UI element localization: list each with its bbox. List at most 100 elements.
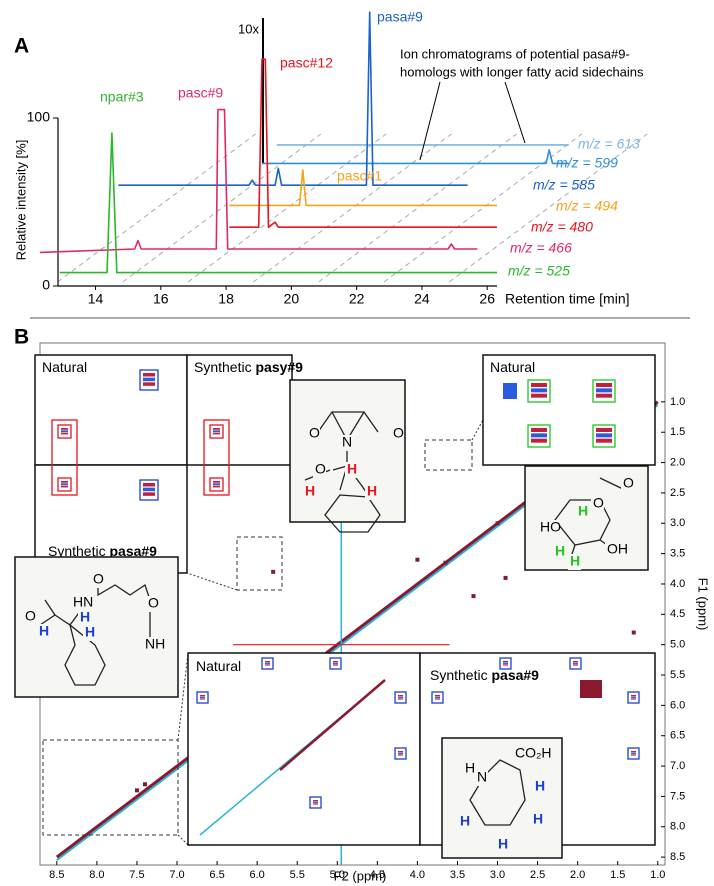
peak-cluster (143, 382, 155, 386)
chromatogram-line (39, 108, 478, 254)
peak-box (57, 424, 72, 439)
zoom-connector (177, 652, 189, 741)
peak-cluster (313, 803, 318, 805)
y-tick-label: 8.0 (670, 821, 685, 833)
peak-cluster (573, 662, 578, 664)
cross-peak (443, 560, 448, 565)
peak-cluster (503, 383, 517, 399)
y-tick-label: 1.0 (670, 396, 685, 408)
x-tick-label: 26 (479, 291, 495, 307)
annotation: homologs with longer fatty acid sidechai… (400, 64, 644, 79)
atom-background (78, 610, 91, 626)
peak-cluster (143, 483, 155, 487)
x-tick-label: 6.0 (249, 869, 264, 881)
y-tick-label: 100 (27, 109, 51, 125)
peak-cluster (531, 433, 547, 438)
inset-label: Synthetic pasa#9 (430, 667, 539, 683)
series-label: m/z = 480 (531, 219, 593, 235)
chromatogram-line (229, 169, 497, 207)
peak-box (592, 379, 616, 403)
peak-cluster (143, 487, 155, 492)
peak-cluster (200, 698, 205, 700)
atom-background (553, 544, 566, 560)
inset-label: Natural (490, 359, 535, 375)
peak-cluster (213, 481, 220, 483)
peak-cluster (596, 433, 612, 438)
x-tick-label: 8.5 (49, 869, 64, 881)
peak-box (139, 479, 159, 501)
atom-label: O (93, 571, 104, 587)
peak-cluster (61, 432, 68, 435)
inset-frame (482, 354, 656, 466)
atom-label: H (533, 811, 543, 827)
peak-label: pasc#12 (280, 55, 333, 71)
x-tick-label: 2.5 (530, 869, 545, 881)
y-tick-label: 4.0 (670, 578, 685, 590)
peak-box (592, 424, 616, 448)
peak-cluster (631, 695, 636, 697)
peak-cluster (265, 664, 270, 666)
peak-cluster (531, 438, 547, 443)
zoom-region (42, 739, 179, 836)
atom-background (458, 814, 471, 830)
y-tick-label: 3.0 (670, 517, 685, 529)
y-tick-label: 8.5 (670, 851, 685, 863)
peak-cluster (503, 661, 508, 663)
peak-cluster (435, 698, 440, 700)
peak-cluster (61, 428, 68, 430)
peak-cluster (596, 383, 612, 387)
peak-cluster (503, 664, 508, 666)
series-label: m/z = 525 (508, 263, 570, 279)
peak-cluster (61, 483, 68, 486)
peak-cluster (596, 428, 612, 432)
peak-cluster (61, 481, 68, 483)
atom-background (391, 426, 404, 442)
annotation-pointer (419, 81, 441, 161)
series-label: m/z = 494 (556, 198, 618, 214)
series-label: m/z = 613 (578, 136, 640, 152)
inset-label-text: Synthetic (430, 667, 488, 683)
atom-background (71, 595, 93, 611)
chromatogram-line (229, 58, 497, 228)
peak-cluster (143, 492, 155, 496)
x-tick-label: 14 (88, 291, 104, 307)
atom-label: O (25, 608, 36, 624)
atom-label: N (342, 434, 352, 450)
atom-label: H (555, 543, 565, 559)
peak-box (57, 477, 72, 492)
atom-label: H (578, 503, 588, 519)
peak-cluster (333, 662, 338, 664)
y-tick-label: 3.5 (670, 548, 685, 560)
peak-cluster (398, 752, 403, 754)
peak-box (569, 657, 582, 670)
peak-cluster (313, 801, 318, 803)
atom-label: O (315, 461, 326, 477)
perspective-grid-line (253, 133, 452, 283)
atom-label: H (305, 483, 315, 499)
perspective-grid-line (318, 133, 517, 283)
atom-background (83, 625, 96, 641)
peak-cluster (435, 695, 440, 697)
peak-cluster (531, 393, 547, 398)
cross-peak (271, 569, 276, 574)
annotation-pointer (504, 81, 526, 144)
peak-box (196, 691, 209, 704)
inset-label: Synthetic pasy#9 (194, 359, 303, 375)
y-tick-label: 0 (42, 277, 50, 293)
peak-box (209, 477, 224, 492)
solvent-peak (313, 620, 370, 669)
peak-cluster (503, 662, 508, 664)
peak-cluster (213, 432, 220, 435)
peak-box (499, 657, 512, 670)
panel-label: A (14, 35, 29, 58)
x-tick-label: 5.0 (330, 869, 345, 881)
peak-box (209, 424, 224, 439)
x-tick-label: 6.5 (209, 869, 224, 881)
y-tick-label: 7.5 (670, 790, 685, 802)
atom-label: H (39, 623, 49, 639)
peak-cluster (213, 428, 220, 430)
atom-background (496, 837, 509, 853)
peak-box (309, 796, 322, 809)
y-tick-label: 7.0 (670, 760, 685, 772)
y-tick-label: 6.0 (670, 699, 685, 711)
